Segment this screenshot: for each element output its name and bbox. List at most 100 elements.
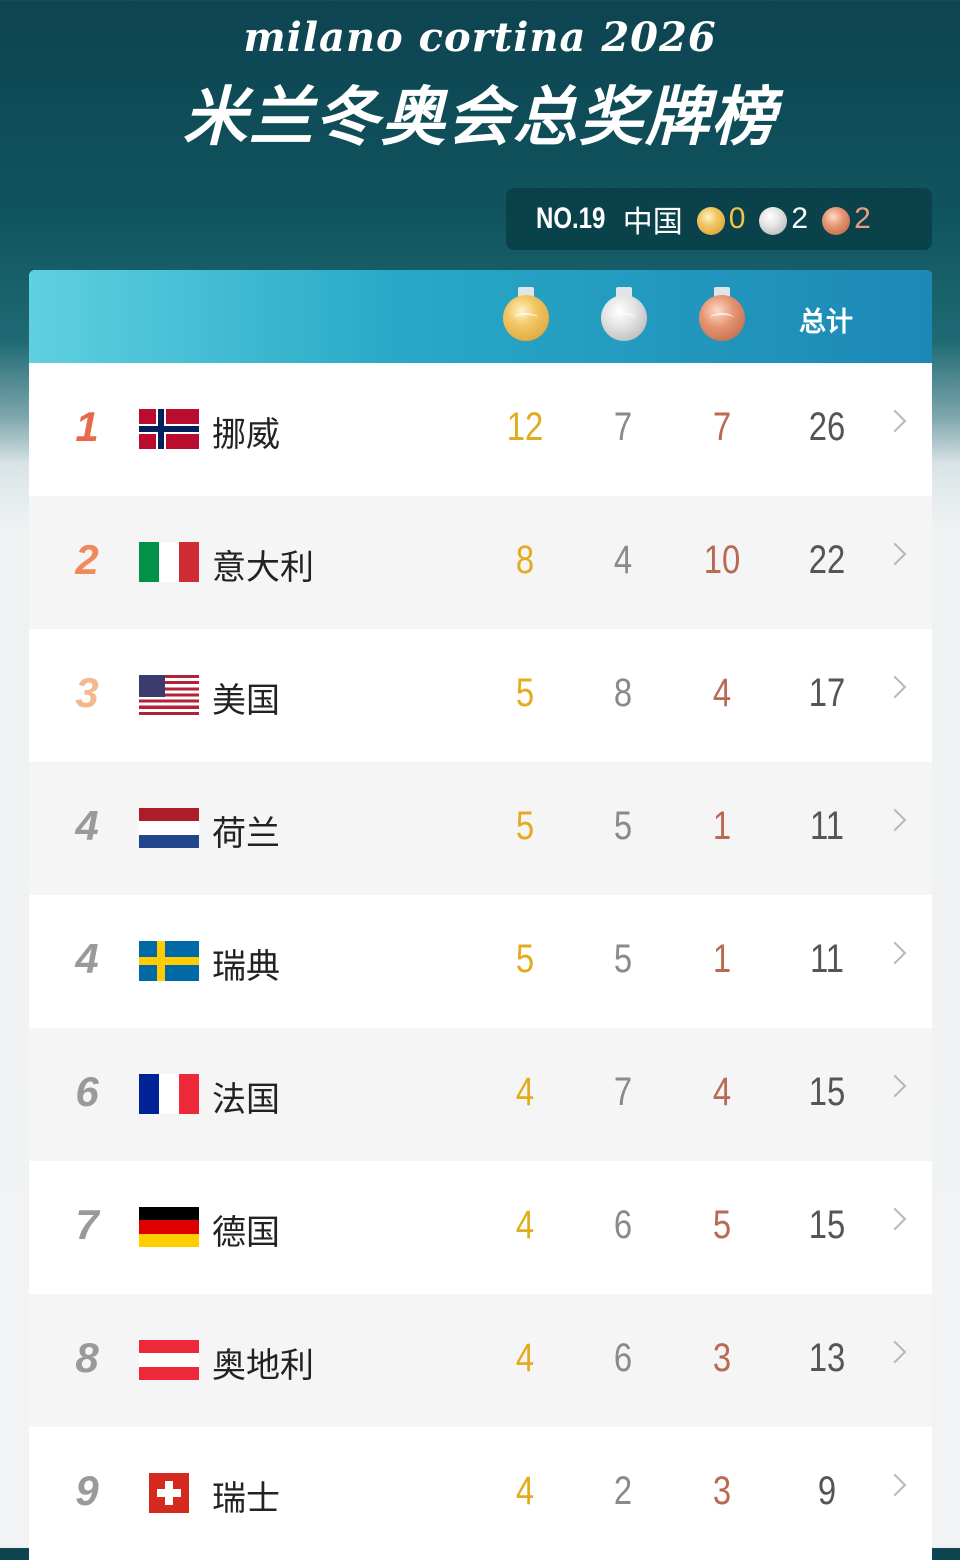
rank-number: 6: [75, 1068, 99, 1115]
rank-number: 3: [75, 669, 99, 716]
gold-medal-icon: [696, 207, 725, 235]
total-count: 22: [808, 538, 846, 582]
norway-flag: [139, 409, 199, 449]
table-row[interactable]: 6 法国 4 7 4 15: [29, 1028, 932, 1161]
bronze-count: 7: [712, 405, 732, 449]
gold-count: 12: [506, 405, 544, 449]
table-row[interactable]: 1 挪威 12 7 7 26: [29, 363, 932, 496]
rank-number: 7: [75, 1201, 99, 1248]
silver-medal-icon: [601, 287, 647, 341]
chevron-right-icon[interactable]: [883, 941, 907, 965]
gold-count: 8: [515, 538, 535, 582]
bronze-count: 1: [712, 804, 732, 848]
china-name: 中国: [622, 205, 683, 240]
rank-number: 4: [75, 802, 99, 849]
bronze-count: 3: [712, 1469, 732, 1513]
chevron-right-icon[interactable]: [883, 542, 907, 566]
usa-flag: [139, 675, 199, 715]
country-name: 德国: [212, 1213, 280, 1253]
country-name: 荷兰: [212, 814, 280, 854]
total-count: 13: [808, 1336, 846, 1380]
medal-table: 总计 1 挪威 12 7 7 26 2 意大利 8 4 10 22 3 美国 5 8 4 17 4 荷兰 5 5 1 11 4 瑞…: [29, 270, 932, 1560]
silver-count: 5: [613, 804, 633, 848]
silver-count: 7: [613, 1070, 633, 1114]
country-name: 法国: [212, 1080, 280, 1120]
silver-medal-icon: [759, 207, 788, 235]
silver-count: 8: [613, 671, 633, 715]
silver-count: 6: [613, 1203, 633, 1247]
gold-count: 4: [515, 1336, 535, 1380]
total-count: 26: [808, 405, 846, 449]
silver-count: 5: [613, 937, 633, 981]
china-gold-count: 0: [728, 202, 746, 235]
country-name: 奥地利: [212, 1346, 314, 1386]
rank-number: 9: [75, 1467, 99, 1514]
chevron-right-icon[interactable]: [883, 1207, 907, 1231]
table-row[interactable]: 9 瑞士 4 2 3 9: [29, 1427, 932, 1560]
chevron-right-icon[interactable]: [883, 1074, 907, 1098]
bronze-count: 3: [712, 1336, 732, 1380]
total-column-header: 总计: [799, 307, 853, 338]
country-name: 意大利: [212, 548, 314, 588]
total-count: 15: [808, 1203, 846, 1247]
rank-number: 2: [75, 536, 99, 583]
silver-count: 6: [613, 1336, 633, 1380]
rank-number: 8: [75, 1334, 99, 1381]
hero-banner: milano cortina 2026 米兰冬奥会总奖牌榜 NO.19 中国 0…: [0, 0, 960, 260]
total-count: 9: [817, 1469, 837, 1513]
silver-count: 2: [613, 1469, 633, 1513]
total-count: 15: [808, 1070, 846, 1114]
switzerland-flag: [149, 1473, 189, 1513]
gold-count: 5: [515, 937, 535, 981]
table-header: 总计: [29, 270, 932, 363]
table-row[interactable]: 8 奥地利 4 6 3 13: [29, 1294, 932, 1427]
country-name: 美国: [212, 681, 280, 721]
china-rank: NO.19: [536, 202, 606, 235]
austria-flag: [139, 1340, 199, 1380]
germany-flag: [139, 1207, 199, 1247]
france-flag: [139, 1074, 199, 1114]
silver-count: 4: [613, 538, 633, 582]
chevron-right-icon[interactable]: [883, 675, 907, 699]
total-count: 11: [809, 937, 845, 981]
bronze-count: 4: [712, 1070, 732, 1114]
table-row[interactable]: 2 意大利 8 4 10 22: [29, 496, 932, 629]
total-count: 17: [808, 671, 846, 715]
table-row[interactable]: 7 德国 4 6 5 15: [29, 1161, 932, 1294]
chevron-right-icon[interactable]: [883, 808, 907, 832]
chevron-right-icon[interactable]: [883, 1340, 907, 1364]
gold-count: 4: [515, 1070, 535, 1114]
country-name: 挪威: [212, 415, 280, 455]
table-row[interactable]: 3 美国 5 8 4 17: [29, 629, 932, 762]
chevron-right-icon[interactable]: [883, 1473, 907, 1497]
chevron-right-icon[interactable]: [883, 409, 907, 433]
netherlands-flag: [139, 808, 199, 848]
page-title: 米兰冬奥会总奖牌榜: [183, 81, 777, 155]
gold-medal-icon: [503, 287, 549, 341]
event-subtitle: milano cortina 2026: [243, 14, 717, 61]
country-name: 瑞典: [212, 947, 280, 987]
sweden-flag: [139, 941, 199, 981]
gold-count: 5: [515, 671, 535, 715]
table-row[interactable]: 4 瑞典 5 5 1 11: [29, 895, 932, 1028]
italy-flag: [139, 542, 199, 582]
china-bronze-count: 2: [854, 202, 871, 235]
bronze-medal-icon: [822, 207, 851, 235]
table-body: 1 挪威 12 7 7 26 2 意大利 8 4 10 22 3 美国 5 8 4 17 4 荷兰 5 5 1 11 4 瑞典 5 5…: [29, 363, 932, 1560]
total-count: 11: [809, 804, 845, 848]
bronze-count: 10: [703, 538, 741, 582]
gold-count: 4: [515, 1203, 535, 1247]
silver-count: 7: [613, 405, 633, 449]
table-row[interactable]: 4 荷兰 5 5 1 11: [29, 762, 932, 895]
bronze-count: 5: [712, 1203, 732, 1247]
bronze-count: 1: [712, 937, 732, 981]
china-rank-badge[interactable]: NO.19 中国 0 2 2: [506, 188, 932, 250]
bronze-count: 4: [712, 671, 732, 715]
gold-count: 4: [515, 1469, 535, 1513]
china-silver-count: 2: [791, 202, 809, 235]
gold-count: 5: [515, 804, 535, 848]
country-name: 瑞士: [212, 1479, 280, 1519]
rank-number: 4: [75, 935, 99, 982]
bronze-medal-icon: [699, 287, 745, 341]
rank-number: 1: [75, 403, 99, 450]
